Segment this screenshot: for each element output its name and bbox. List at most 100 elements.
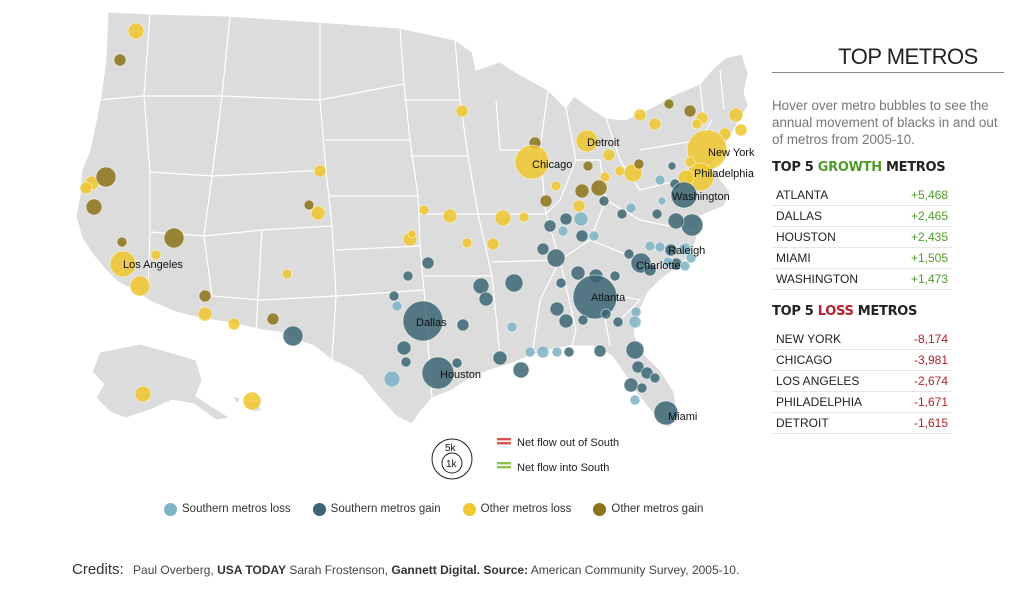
metro-bubble[interactable] bbox=[685, 252, 697, 264]
metro-bubble[interactable] bbox=[593, 344, 607, 358]
metro-bubble[interactable] bbox=[85, 198, 103, 216]
metro-bubble[interactable] bbox=[113, 53, 127, 67]
metro-bubble[interactable] bbox=[691, 118, 703, 130]
metro-bubble[interactable] bbox=[623, 377, 639, 393]
metro-bubble[interactable] bbox=[616, 208, 628, 220]
metro-bubble[interactable] bbox=[242, 391, 262, 411]
metro-bubble[interactable] bbox=[197, 306, 213, 322]
metro-bubble[interactable] bbox=[559, 212, 573, 226]
metro-bubble[interactable] bbox=[407, 229, 417, 239]
metro-bubble[interactable] bbox=[653, 400, 679, 426]
metro-bubble[interactable] bbox=[633, 158, 645, 170]
metro-bubble[interactable] bbox=[391, 300, 403, 312]
metro-bubble[interactable] bbox=[573, 211, 589, 227]
metro-bubble[interactable] bbox=[644, 240, 656, 252]
metro-bubble[interactable] bbox=[282, 325, 304, 347]
metro-bubble[interactable] bbox=[649, 372, 661, 384]
metro-bubble[interactable] bbox=[303, 199, 315, 211]
metro-bubble[interactable] bbox=[636, 382, 648, 394]
metro-bubble[interactable] bbox=[543, 219, 557, 233]
metro-bubble[interactable] bbox=[421, 256, 435, 270]
metro-bubble[interactable] bbox=[683, 104, 697, 118]
metro-bubble[interactable] bbox=[600, 308, 612, 320]
metro-bubble[interactable] bbox=[402, 270, 414, 282]
metro-bubble[interactable] bbox=[163, 227, 185, 249]
metro-bubble[interactable] bbox=[494, 209, 512, 227]
metro-bubble[interactable] bbox=[631, 360, 645, 374]
metro-bubble[interactable] bbox=[629, 394, 641, 406]
metro-bubble[interactable] bbox=[492, 350, 508, 366]
metro-bubble[interactable] bbox=[472, 277, 490, 295]
metro-bubbles[interactable] bbox=[79, 22, 748, 426]
metro-bubble[interactable] bbox=[572, 274, 618, 320]
metro-bubble[interactable] bbox=[313, 164, 327, 178]
metro-bubble[interactable] bbox=[654, 241, 666, 253]
metro-bubble[interactable] bbox=[577, 314, 589, 326]
metro-bubble[interactable] bbox=[599, 171, 611, 183]
metro-bubble[interactable] bbox=[402, 300, 444, 342]
metro-bubble[interactable] bbox=[590, 179, 608, 197]
metro-bubble[interactable] bbox=[400, 356, 412, 368]
metro-bubble[interactable] bbox=[506, 321, 518, 333]
metro-bubble[interactable] bbox=[664, 243, 678, 257]
metro-bubble[interactable] bbox=[109, 250, 137, 278]
metro-bubble[interactable] bbox=[734, 123, 748, 137]
metro-bubble[interactable] bbox=[679, 260, 691, 272]
metro-bubble[interactable] bbox=[116, 236, 128, 248]
metro-bubble[interactable] bbox=[667, 212, 685, 230]
metro-bubble[interactable] bbox=[550, 180, 562, 192]
metro-bubble[interactable] bbox=[648, 117, 662, 131]
metro-bubble[interactable] bbox=[598, 195, 610, 207]
metro-bubble[interactable] bbox=[574, 183, 590, 199]
metro-bubble[interactable] bbox=[570, 265, 586, 281]
metro-bubble[interactable] bbox=[536, 345, 550, 359]
metro-bubble[interactable] bbox=[504, 273, 524, 293]
metro-bubble[interactable] bbox=[546, 248, 566, 268]
metro-bubble[interactable] bbox=[486, 237, 500, 251]
metro-bubble[interactable] bbox=[461, 237, 473, 249]
metro-bubble[interactable] bbox=[383, 370, 401, 388]
metro-bubble[interactable] bbox=[512, 361, 530, 379]
metro-bubble[interactable] bbox=[680, 213, 704, 237]
metro-bubble[interactable] bbox=[198, 289, 212, 303]
metro-bubble[interactable] bbox=[456, 318, 470, 332]
metro-bubble[interactable] bbox=[612, 316, 624, 328]
metro-bubble[interactable] bbox=[518, 211, 530, 223]
metro-bubble[interactable] bbox=[451, 357, 463, 369]
metro-bubble[interactable] bbox=[129, 275, 151, 297]
metro-bubble[interactable] bbox=[388, 290, 400, 302]
metro-bubble[interactable] bbox=[572, 199, 586, 213]
metro-bubble[interactable] bbox=[684, 156, 696, 168]
metro-bubble[interactable] bbox=[588, 230, 600, 242]
metro-bubble[interactable] bbox=[575, 229, 589, 243]
metro-bubble[interactable] bbox=[558, 313, 574, 329]
metro-bubble[interactable] bbox=[421, 356, 455, 390]
metro-bubble[interactable] bbox=[281, 268, 293, 280]
metro-bubble[interactable] bbox=[549, 301, 565, 317]
metro-bubble[interactable] bbox=[555, 277, 567, 289]
metro-bubble[interactable] bbox=[654, 174, 666, 186]
metro-bubble[interactable] bbox=[455, 104, 469, 118]
metro-bubble[interactable] bbox=[678, 242, 692, 256]
metro-bubble[interactable] bbox=[663, 98, 675, 110]
metro-bubble[interactable] bbox=[633, 108, 647, 122]
metro-bubble[interactable] bbox=[667, 161, 677, 171]
metro-bubble[interactable] bbox=[310, 205, 326, 221]
metro-bubble[interactable] bbox=[524, 346, 536, 358]
metro-bubble[interactable] bbox=[643, 263, 657, 277]
metro-bubble[interactable] bbox=[396, 340, 412, 356]
metro-bubble[interactable] bbox=[536, 242, 550, 256]
metro-bubble[interactable] bbox=[602, 148, 616, 162]
metro-bubble[interactable] bbox=[630, 306, 642, 318]
metro-bubble[interactable] bbox=[728, 107, 744, 123]
metro-bubble[interactable] bbox=[575, 129, 599, 153]
metro-bubble[interactable] bbox=[127, 22, 145, 40]
metro-bubble[interactable] bbox=[657, 196, 667, 206]
metro-bubble[interactable] bbox=[514, 144, 550, 180]
metro-bubble[interactable] bbox=[582, 160, 594, 172]
metro-bubble[interactable] bbox=[670, 181, 698, 209]
metro-bubble[interactable] bbox=[563, 346, 575, 358]
metro-bubble[interactable] bbox=[150, 249, 162, 261]
metro-bubble[interactable] bbox=[628, 315, 642, 329]
metro-bubble[interactable] bbox=[95, 166, 117, 188]
